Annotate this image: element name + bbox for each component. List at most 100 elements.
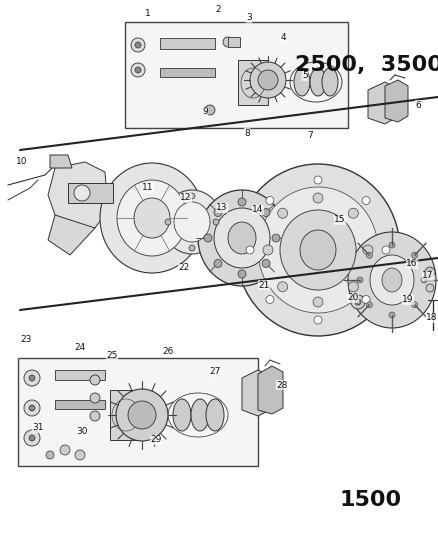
Circle shape <box>412 252 417 259</box>
Polygon shape <box>125 22 348 128</box>
Bar <box>228 37 240 47</box>
Circle shape <box>366 302 372 308</box>
Text: 26: 26 <box>162 348 174 357</box>
Ellipse shape <box>162 190 222 254</box>
Circle shape <box>351 295 365 309</box>
Circle shape <box>258 70 278 90</box>
Ellipse shape <box>348 232 436 328</box>
Text: 13: 13 <box>216 204 228 213</box>
Circle shape <box>75 450 85 460</box>
Circle shape <box>246 246 254 254</box>
Ellipse shape <box>280 210 356 290</box>
Circle shape <box>314 176 322 184</box>
Circle shape <box>263 245 273 255</box>
Circle shape <box>313 297 323 307</box>
Text: 9: 9 <box>202 108 208 117</box>
Circle shape <box>205 105 215 115</box>
Circle shape <box>29 435 35 441</box>
Text: 4: 4 <box>280 34 286 43</box>
Circle shape <box>116 389 168 441</box>
Circle shape <box>131 63 145 77</box>
Circle shape <box>426 284 434 292</box>
Polygon shape <box>368 82 395 124</box>
Text: 6: 6 <box>415 101 421 109</box>
Text: 5: 5 <box>302 71 308 80</box>
Ellipse shape <box>174 202 210 242</box>
Polygon shape <box>238 60 268 105</box>
Text: 7: 7 <box>307 131 313 140</box>
Circle shape <box>382 246 390 254</box>
Ellipse shape <box>191 399 209 431</box>
Circle shape <box>213 219 219 225</box>
Text: 31: 31 <box>32 424 44 432</box>
Bar <box>160 68 215 77</box>
Circle shape <box>389 312 395 318</box>
Polygon shape <box>48 215 95 255</box>
Ellipse shape <box>322 68 338 96</box>
Text: 20: 20 <box>347 294 359 303</box>
Circle shape <box>238 198 246 206</box>
Circle shape <box>262 260 270 268</box>
Circle shape <box>238 270 246 278</box>
Circle shape <box>60 445 70 455</box>
Circle shape <box>24 400 40 416</box>
Ellipse shape <box>214 208 270 268</box>
Text: 3: 3 <box>246 13 252 22</box>
Text: 1500: 1500 <box>340 490 402 510</box>
Text: 27: 27 <box>209 367 221 376</box>
Circle shape <box>389 242 395 248</box>
Text: 19: 19 <box>402 295 414 304</box>
Text: 18: 18 <box>426 313 438 322</box>
Ellipse shape <box>228 222 256 254</box>
Circle shape <box>250 62 286 98</box>
Circle shape <box>223 37 233 47</box>
Circle shape <box>348 282 358 292</box>
Circle shape <box>348 208 358 218</box>
Polygon shape <box>258 366 283 414</box>
Polygon shape <box>18 358 258 466</box>
Circle shape <box>29 405 35 411</box>
Circle shape <box>421 277 427 283</box>
Polygon shape <box>242 370 270 416</box>
Circle shape <box>266 295 274 303</box>
Text: 12: 12 <box>180 193 192 203</box>
Circle shape <box>272 234 280 242</box>
Text: 11: 11 <box>142 183 154 192</box>
Bar <box>160 38 215 49</box>
Circle shape <box>46 451 54 459</box>
Ellipse shape <box>173 399 191 431</box>
Circle shape <box>355 299 361 305</box>
Circle shape <box>278 208 288 218</box>
Circle shape <box>266 197 274 205</box>
Ellipse shape <box>236 164 400 336</box>
Circle shape <box>90 411 100 421</box>
Circle shape <box>90 375 100 385</box>
Circle shape <box>204 234 212 242</box>
Ellipse shape <box>100 163 204 273</box>
Text: 28: 28 <box>276 381 288 390</box>
Circle shape <box>363 245 373 255</box>
Text: 14: 14 <box>252 206 264 214</box>
Polygon shape <box>385 80 408 122</box>
Circle shape <box>29 375 35 381</box>
Text: 25: 25 <box>106 351 118 359</box>
Text: 24: 24 <box>74 343 85 352</box>
Circle shape <box>412 302 417 308</box>
Circle shape <box>90 393 100 403</box>
Circle shape <box>425 267 435 277</box>
Ellipse shape <box>300 230 336 270</box>
Circle shape <box>357 277 363 283</box>
Text: 10: 10 <box>16 157 28 166</box>
Circle shape <box>366 252 372 259</box>
Bar <box>55 370 105 380</box>
Text: 29: 29 <box>150 435 162 445</box>
Circle shape <box>214 260 222 268</box>
Circle shape <box>313 193 323 203</box>
Circle shape <box>189 193 195 199</box>
Circle shape <box>165 219 171 225</box>
Circle shape <box>135 42 141 48</box>
Circle shape <box>314 316 322 324</box>
Text: 30: 30 <box>76 427 88 437</box>
Polygon shape <box>50 155 72 168</box>
Polygon shape <box>110 390 142 440</box>
